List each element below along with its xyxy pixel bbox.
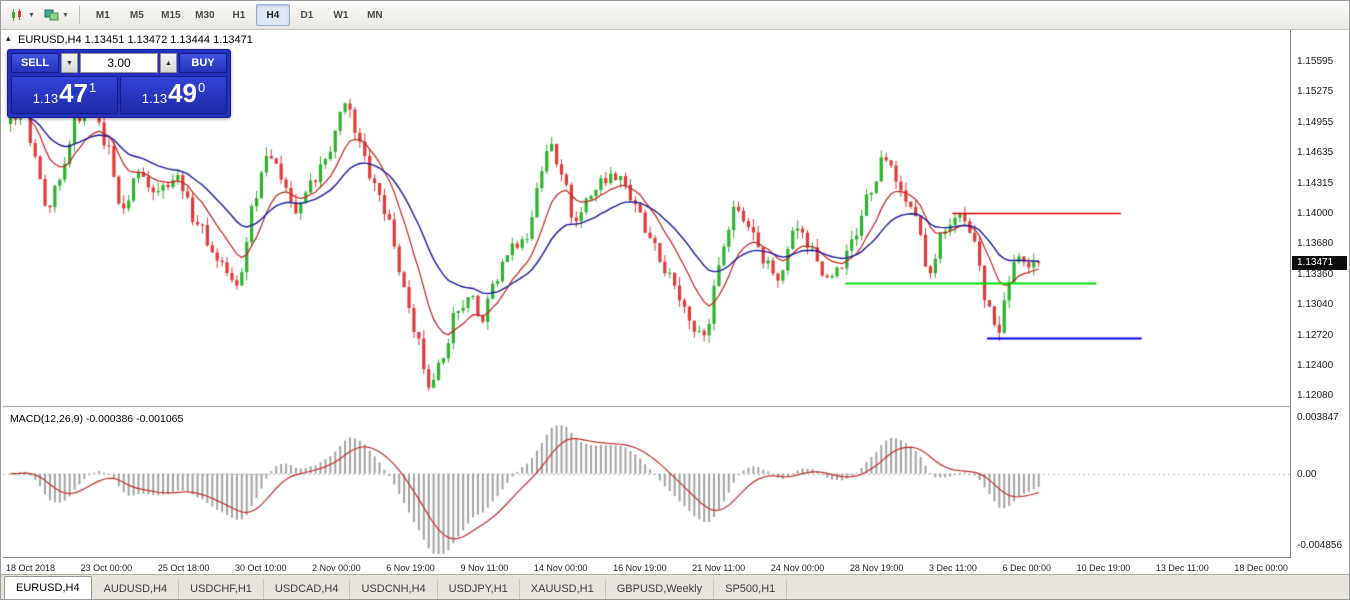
timeframe-button-d1[interactable]: D1 bbox=[300, 9, 314, 21]
timeframe-button-m15[interactable]: M15 bbox=[161, 9, 181, 21]
chart-window: ▴ EURUSD,H4 1.13451 1.13472 1.13444 1.13… bbox=[1, 29, 1349, 577]
chart-type-icon[interactable]: ▼ bbox=[6, 3, 39, 27]
current-price-badge: 1.13471 bbox=[1292, 256, 1347, 271]
layers-glyph bbox=[44, 9, 59, 21]
chevron-down-icon: ▼ bbox=[61, 11, 69, 19]
time-axis-label: 18 Dec 00:00 bbox=[1234, 562, 1288, 573]
timeframe-button-m5[interactable]: M5 bbox=[129, 9, 144, 21]
price-scale-label: 1.12720 bbox=[1297, 329, 1334, 341]
price-scale-label: 1.12400 bbox=[1297, 360, 1334, 372]
time-axis-label: 2 Nov 00:00 bbox=[312, 562, 361, 573]
timeframe-button-h4[interactable]: H4 bbox=[255, 4, 290, 26]
time-axis-label: 6 Nov 19:00 bbox=[386, 562, 435, 573]
candlestick-glyph bbox=[12, 9, 21, 21]
time-axis-label: 10 Dec 19:00 bbox=[1076, 562, 1131, 573]
time-axis-label: 9 Nov 11:00 bbox=[460, 562, 509, 573]
macd-scale-label: -0.004856 bbox=[1297, 540, 1343, 551]
sell-button[interactable]: SELL bbox=[11, 53, 59, 73]
symbol-tab-usdchf[interactable]: USDCHF,H1 bbox=[179, 579, 264, 599]
time-axis-label: 16 Nov 19:00 bbox=[613, 562, 667, 573]
symbol-tab-gbpusd[interactable]: GBPUSD,Weekly bbox=[606, 579, 715, 599]
timeframe-button-mn[interactable]: MN bbox=[367, 9, 383, 21]
timeframe-button-h1[interactable]: H1 bbox=[232, 9, 246, 21]
bid-price-display[interactable]: 1.13 47 1 bbox=[11, 76, 118, 114]
ask-price-display[interactable]: 1.13 49 0 bbox=[120, 76, 227, 114]
price-scale-label: 1.14315 bbox=[1297, 177, 1334, 189]
symbol-tab-usdcnh[interactable]: USDCNH,H4 bbox=[350, 579, 438, 599]
bid-pips: 47 bbox=[59, 78, 88, 108]
ask-pips: 49 bbox=[168, 78, 197, 108]
timeframe-button-w1[interactable]: W1 bbox=[333, 9, 349, 21]
price-scale-label: 1.13040 bbox=[1297, 299, 1334, 311]
macd-scale-label: 0.00 bbox=[1297, 468, 1317, 480]
symbol-tab-audusd[interactable]: AUDUSD,H4 bbox=[93, 579, 180, 599]
time-axis-label: 28 Nov 19:00 bbox=[849, 562, 904, 573]
price-scale[interactable]: 1.15595 1.15275 1.14955 1.14635 1.14315 1.140… bbox=[1290, 29, 1349, 557]
time-axis-label: 23 Oct 00:00 bbox=[80, 562, 133, 573]
timeframe-buttons: M1 M5 M15 M30 H1 H4 D1 W1 MN bbox=[86, 4, 392, 26]
volume-input[interactable]: 3.00 bbox=[80, 53, 158, 73]
timeframe-button-m1[interactable]: M1 bbox=[95, 9, 110, 21]
time-axis-label: 25 Oct 18:00 bbox=[157, 562, 210, 573]
ask-fraction: 0 bbox=[198, 80, 206, 95]
price-scale-label: 1.12080 bbox=[1297, 390, 1334, 402]
time-axis-label: 21 Nov 11:00 bbox=[692, 562, 746, 573]
symbol-tab-usdjpy[interactable]: USDJPY,H1 bbox=[438, 579, 520, 599]
macd-indicator-label: MACD(12,26,9) -0.000386 -0.001065 bbox=[10, 413, 184, 425]
price-scale-label: 1.13680 bbox=[1297, 238, 1334, 250]
time-axis-label: 30 Oct 10:00 bbox=[234, 562, 287, 573]
chart-ohlc-title: EURUSD,H4 1.13451 1.13472 1.13444 1.1347… bbox=[18, 34, 253, 46]
price-scale-label: 1.14635 bbox=[1297, 147, 1334, 159]
price-scale-label: 1.14955 bbox=[1297, 116, 1334, 128]
symbol-tab-usdcad[interactable]: USDCAD,H4 bbox=[264, 579, 351, 599]
buy-button[interactable]: BUY bbox=[179, 53, 227, 73]
time-axis-label: 3 Dec 11:00 bbox=[929, 562, 977, 573]
time-axis-label: 18 Oct 2018 bbox=[6, 562, 56, 573]
indicators-icon[interactable]: ▼ bbox=[40, 3, 73, 27]
symbol-tab-eurusd[interactable]: EURUSD,H4 bbox=[4, 576, 92, 599]
symbol-tab-xauusd[interactable]: XAUUSD,H1 bbox=[520, 579, 606, 599]
ask-prefix: 1.13 bbox=[141, 91, 168, 106]
symbol-tab-bar: EURUSD,H4 AUDUSD,H4 USDCHF,H1 USDCAD,H4 USDC… bbox=[1, 574, 1349, 599]
volume-increase-button[interactable]: ▲ bbox=[160, 53, 177, 73]
macd-scale-label: 0.003847 bbox=[1297, 412, 1339, 423]
price-scale-label: 1.15275 bbox=[1297, 86, 1334, 98]
price-scale-label: 1.15595 bbox=[1297, 55, 1334, 67]
time-axis-label: 13 Dec 11:00 bbox=[1155, 562, 1209, 573]
timeframe-toolbar: ▼ ▼ M1 M5 M15 M30 H1 H4 D1 W1 MN bbox=[1, 1, 1349, 30]
time-axis-label: 6 Dec 00:00 bbox=[1002, 562, 1052, 573]
time-axis-label: 14 Nov 00:00 bbox=[533, 562, 588, 573]
timeframe-button-m30[interactable]: M30 bbox=[195, 9, 215, 21]
price-scale-label: 1.14000 bbox=[1297, 207, 1334, 219]
time-axis[interactable]: 18 Oct 2018 23 Oct 00:00 25 Oct 18:00 30 Oc… bbox=[3, 557, 1291, 577]
price-scale-label: 1.13360 bbox=[1297, 268, 1334, 280]
one-click-trading-panel: SELL ▼ 3.00 ▲ BUY 1.13 47 1 1.13 49 0 bbox=[7, 49, 231, 118]
symbol-tab-sp500[interactable]: SP500,H1 bbox=[714, 579, 788, 599]
toolbar-separator bbox=[78, 6, 80, 24]
chevron-down-icon: ▼ bbox=[28, 11, 35, 19]
time-axis-label: 24 Nov 00:00 bbox=[770, 562, 825, 573]
bid-fraction: 1 bbox=[89, 80, 97, 95]
one-click-collapse-icon[interactable]: ▴ bbox=[6, 33, 11, 43]
bid-prefix: 1.13 bbox=[32, 91, 59, 106]
volume-decrease-button[interactable]: ▼ bbox=[61, 53, 78, 73]
